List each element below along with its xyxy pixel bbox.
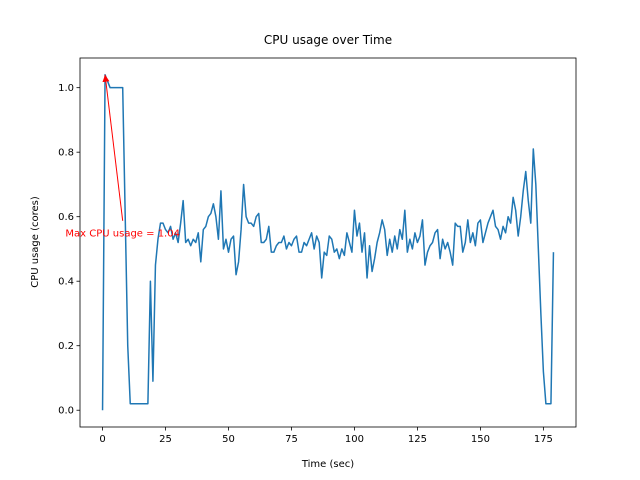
y-tick-label: 0.4 [58,277,74,288]
y-axis-label: CPU usage (cores) [30,196,41,288]
x-tick-label: 25 [159,434,172,445]
x-tick-label: 175 [534,434,553,445]
x-tick-label: 75 [285,434,298,445]
x-tick-label: 0 [99,434,105,445]
y-tick-label: 0.0 [58,406,74,417]
x-axis-label: Time (sec) [301,459,354,470]
data-line [101,74,555,411]
y-tick-label: 0.6 [58,212,74,223]
x-tick-label: 125 [408,434,427,445]
y-tick-label: 0.2 [58,341,74,352]
x-tick-label: 50 [222,434,235,445]
annotation-arrow [102,74,124,221]
x-tick-label: 100 [345,434,364,445]
annotation: Max CPU usage = 1.04 [65,228,180,239]
y-tick-label: 0.8 [58,148,74,159]
y-tick-label: 1.0 [58,83,74,94]
x-tick-label: 150 [471,434,490,445]
plot-frame [79,57,577,428]
chart-title: CPU usage over Time [264,33,392,47]
